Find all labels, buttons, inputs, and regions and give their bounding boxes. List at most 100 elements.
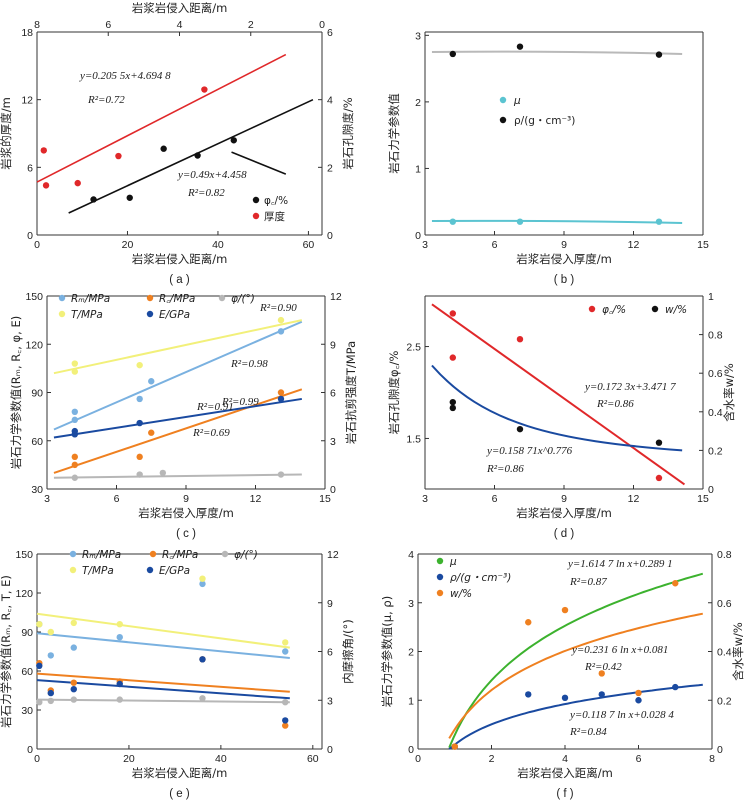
x-tick-label-f: 2: [489, 753, 495, 765]
data-point: [282, 722, 289, 729]
y-right-tick-label-c: 9: [330, 339, 336, 351]
data-point: [282, 639, 289, 646]
data-point: [116, 634, 123, 641]
x-top-tick-label-a: 0: [319, 19, 325, 31]
r2-label: R²=0.98: [230, 358, 268, 370]
data-point: [136, 453, 143, 461]
equation-water: y=0.231 6 ln x+0.081: [571, 644, 668, 656]
y-right-axis-title-e: 内摩擦角/(°): [341, 619, 355, 684]
y-right-tick-label-d: 0.4: [708, 407, 723, 419]
data-point: [71, 408, 79, 415]
data-point: [277, 389, 285, 396]
x-tick-label-f: 4: [562, 753, 568, 765]
data-point: [199, 575, 206, 582]
x-axis-title-b: 岩浆岩侵入厚度/m: [516, 252, 612, 266]
x-tick-label-a: 60: [303, 239, 315, 251]
data-point: [282, 648, 289, 655]
x-tick-label-e: 0: [34, 753, 40, 765]
trend-line: [36, 632, 290, 659]
data-point-rho: [561, 694, 569, 702]
y-right-axis-title-f: 含水率w/%: [731, 622, 745, 681]
data-point-rho: [635, 697, 642, 704]
y-right-tick-label-f: 0.2: [717, 695, 732, 707]
y-right-tick-label-d: 0.2: [708, 445, 723, 457]
y-right-tick-label-f: 0.8: [717, 549, 732, 561]
data-point: [70, 686, 77, 693]
data-point-mu: [655, 218, 663, 225]
y-right-tick-label-d: 0.8: [708, 330, 723, 342]
y-tick-label-e: 120: [15, 588, 33, 600]
y-axis-title-a: 岩浆的厚度/m: [0, 97, 13, 170]
data-point-water: [516, 425, 524, 433]
x-tick-label-a: 20: [122, 239, 134, 251]
x-tick-label-b: 9: [561, 239, 567, 251]
data-point-porosity: [655, 474, 663, 482]
y-tick-label-f: 4: [408, 549, 414, 561]
trend-line: [36, 672, 290, 693]
r2-label: R²=0.91: [196, 401, 234, 413]
x-tick-label-e: 40: [215, 753, 227, 765]
y-tick-label-d: 2.5: [406, 342, 421, 354]
legend-label-water: w/%: [665, 304, 687, 316]
legend-label: T/MPa: [71, 309, 103, 321]
legend-label: φ/(°): [234, 549, 258, 561]
data-point-mu: [449, 218, 456, 225]
r2-rho: R²=0.84: [569, 726, 607, 738]
y-axis-title-c: 岩石力学参数值(Rₘ, R꜀, φ, E): [9, 316, 23, 469]
data-point-thickness: [74, 179, 81, 187]
x-tick-label-e: 20: [123, 753, 135, 765]
legend-marker: [221, 550, 229, 558]
data-point-porosity: [516, 335, 524, 343]
equation-porosity: y=0.49x+4.458: [177, 169, 247, 181]
legend-label: μ: [449, 556, 457, 568]
x-axis-title-d: 岩浆岩侵入厚度/m: [516, 506, 612, 520]
data-point-water: [598, 670, 605, 677]
y-tick-label-e: 30: [21, 705, 33, 717]
data-point: [282, 699, 289, 706]
x-tick-label-f: 6: [636, 753, 642, 765]
y-right-tick-label-f: 0.4: [717, 647, 732, 659]
legend-label: E/GPa: [159, 309, 190, 321]
y-tick-label-e: 0: [27, 744, 33, 756]
equation-mu: y=1.614 7 ln x+0.289 1: [567, 558, 673, 570]
trend-line: [53, 319, 303, 375]
legend-label-porosity: φ꜀/%: [602, 304, 626, 316]
data-point: [159, 469, 167, 477]
y-right-tick-label-d: 0: [708, 484, 714, 496]
r2-label: R²=0.99: [221, 396, 259, 408]
r2-label: R²=0.69: [192, 427, 230, 439]
data-point-porosity: [126, 194, 133, 201]
y-axis-title-b: 岩石力学参数值: [387, 93, 401, 174]
data-point: [116, 680, 123, 688]
x-tick-label-c: 3: [44, 493, 50, 505]
legend-marker: [58, 310, 66, 318]
y-tick-label-c: 30: [31, 484, 43, 496]
data-point-water: [561, 606, 569, 614]
data-point: [71, 416, 79, 424]
x-tick-label-d: 9: [561, 493, 567, 505]
data-point: [71, 431, 79, 438]
data-point-water: [525, 619, 532, 626]
y-tick-label-c: 90: [31, 388, 43, 400]
trend-line-porosity: [431, 303, 686, 486]
x-tick-label-a: 0: [34, 239, 40, 251]
equation-porosity: y=0.172 3x+3.471 7: [584, 381, 676, 393]
data-point-rho: [516, 43, 524, 50]
data-point: [136, 361, 143, 369]
y-right-tick-label-a: 0: [327, 230, 333, 242]
y-axis-title-f: 岩石力学参数值(μ, ρ): [380, 596, 394, 707]
trend-line: [36, 612, 290, 649]
data-point-thickness: [201, 86, 208, 93]
legend-label-thickness: 厚度: [264, 210, 285, 223]
x-top-tick-label-a: 4: [177, 19, 183, 31]
y-tick-label-a: 6: [27, 162, 33, 174]
legend-marker: [436, 557, 444, 565]
trend-line-rho: [448, 683, 703, 750]
y-right-tick-label-d: 1: [708, 291, 714, 303]
legend-label: R꜀/MPa: [159, 293, 195, 305]
data-point: [47, 689, 54, 697]
y-tick-label-a: 0: [27, 230, 33, 242]
data-point: [70, 679, 77, 686]
legend-label: T/MPa: [82, 565, 114, 577]
legend-label: w/%: [450, 588, 472, 600]
